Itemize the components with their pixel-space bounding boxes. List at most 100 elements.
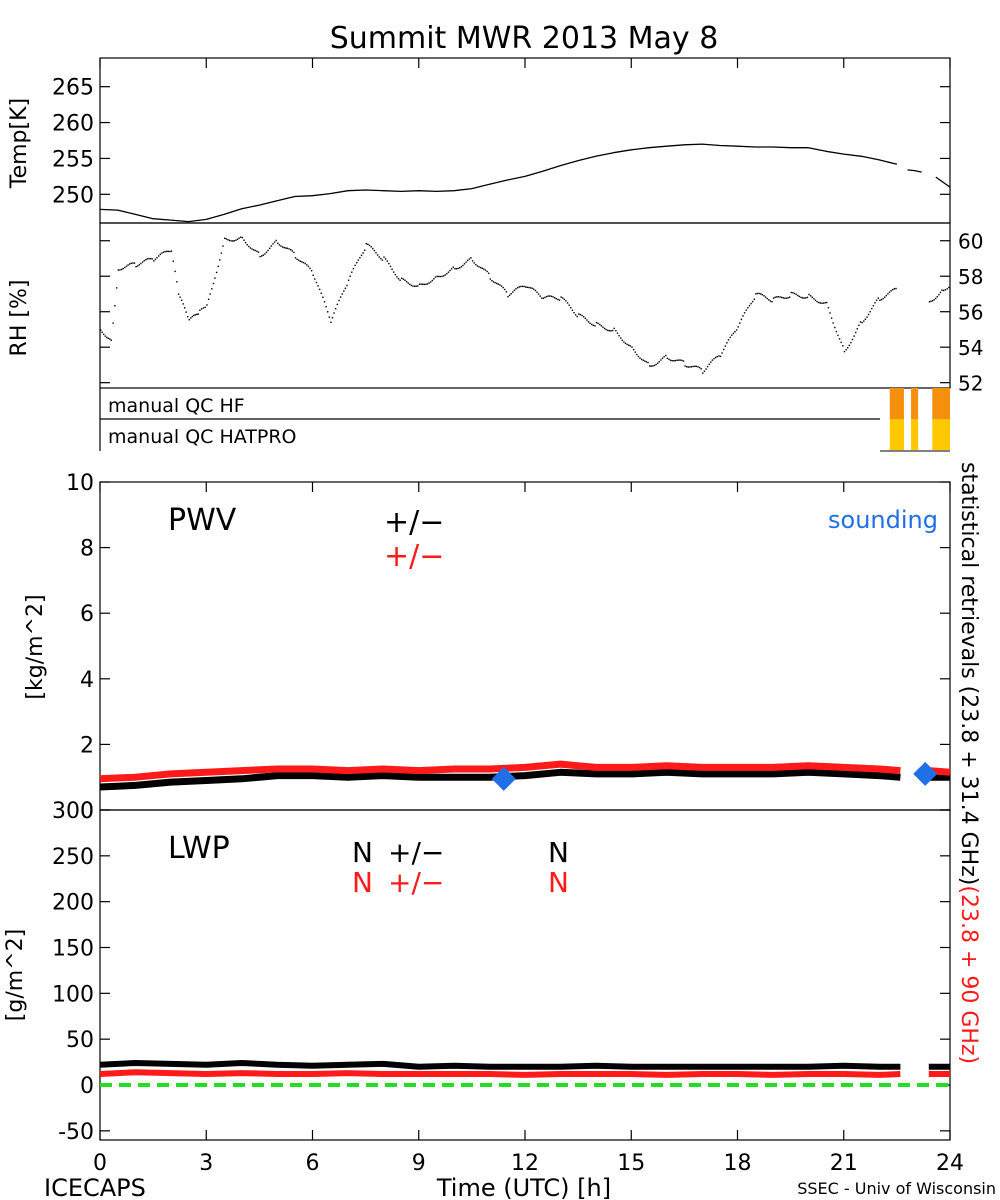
rh-point	[523, 285, 525, 288]
y-tick-label: 260	[52, 112, 94, 137]
rh-point	[779, 296, 781, 298]
rh-point	[758, 292, 760, 295]
rh-point	[731, 334, 733, 336]
rh-point	[748, 304, 751, 307]
rh-point	[257, 251, 260, 253]
rh-point	[476, 265, 479, 267]
rh-point	[708, 363, 710, 365]
rh-point	[356, 261, 358, 264]
rh-point	[800, 296, 802, 299]
rh-point	[494, 282, 496, 284]
rh-point	[227, 239, 229, 241]
rh-point	[270, 245, 272, 247]
rh-point	[184, 307, 186, 309]
rh-point	[389, 265, 392, 268]
rh-point	[354, 264, 356, 267]
rh-point	[521, 285, 524, 288]
rh-point	[158, 255, 160, 257]
rh-point	[125, 265, 128, 267]
rh-point	[119, 269, 121, 271]
rh-point	[515, 288, 517, 290]
rh-point	[539, 295, 541, 297]
rh-point	[840, 341, 842, 344]
rh-point	[832, 322, 834, 324]
rh-point	[568, 304, 570, 306]
rh-point	[715, 356, 717, 359]
rh-point	[631, 346, 633, 348]
rh-point	[941, 289, 943, 291]
rh-point	[858, 324, 860, 326]
rh-point	[848, 344, 850, 347]
rh-point	[442, 275, 445, 277]
rh-point	[309, 267, 311, 270]
rh-point	[433, 278, 435, 280]
rh-point	[399, 279, 401, 281]
rh-point	[628, 344, 630, 346]
rh-point	[496, 282, 498, 285]
rh-point	[222, 245, 224, 247]
rh-point	[721, 352, 723, 354]
qc-row-hf: manual QC HF	[108, 395, 245, 417]
rh-point	[244, 241, 247, 244]
rh-point	[196, 313, 198, 316]
rh-point	[288, 248, 290, 250]
x-tick-label: 24	[936, 1151, 964, 1176]
rh-point	[834, 326, 836, 329]
rh-point	[343, 290, 345, 292]
rh-point	[565, 300, 567, 302]
rh-point	[600, 325, 603, 327]
rh-point	[434, 276, 437, 278]
rh-point	[676, 359, 678, 361]
qc-flag-blocks	[889, 388, 950, 450]
rh-point	[697, 366, 699, 368]
rh-point	[232, 240, 234, 242]
rh-point	[892, 288, 894, 291]
rh-point	[492, 281, 495, 283]
x-tick-label: 12	[511, 1151, 539, 1176]
rh-y-ticks: 52 54 56 58 60	[100, 230, 983, 396]
rh-point	[581, 314, 583, 317]
rh-point	[850, 341, 852, 344]
rh-point	[436, 275, 438, 278]
y-tick-label: 4	[80, 668, 94, 693]
rh-point	[695, 365, 697, 368]
rh-point	[388, 262, 390, 265]
rh-point	[151, 258, 153, 260]
rh-point	[583, 316, 585, 318]
rh-point	[555, 298, 557, 300]
rh-point	[372, 247, 374, 250]
rh-point	[574, 314, 577, 316]
rh-point	[803, 297, 805, 299]
rh-point	[347, 279, 350, 281]
rh-point	[872, 305, 875, 307]
rh-point	[130, 262, 132, 264]
rh-point	[597, 322, 599, 325]
time-x-ticks: 0 3 6 9 12 15 18 21 24	[93, 58, 964, 1176]
rh-point	[454, 268, 456, 270]
rh-point	[692, 365, 694, 368]
rh-point	[230, 240, 232, 242]
rh-point	[661, 357, 664, 359]
rh-point	[256, 250, 258, 252]
rh-point	[938, 294, 940, 296]
lwp-legend-black-n1: N	[352, 836, 373, 869]
rh-point	[859, 321, 862, 323]
rh-point	[766, 297, 768, 300]
rh-point	[352, 267, 355, 270]
rh-point	[254, 249, 256, 252]
rh-point	[209, 293, 211, 295]
rh-point	[467, 259, 469, 262]
rh-point	[764, 296, 767, 298]
rh-point	[679, 359, 681, 361]
qc-flag-hatpro	[889, 419, 904, 450]
rh-point	[140, 262, 142, 265]
rh-point	[544, 296, 546, 299]
rh-point	[489, 278, 491, 280]
rh-point	[851, 338, 854, 341]
rh-point	[428, 282, 430, 284]
rh-point	[793, 292, 796, 295]
rh-point	[657, 362, 659, 364]
rh-point	[426, 283, 429, 285]
temperature-y-label: Temp[K]	[7, 98, 32, 189]
rh-point	[370, 246, 372, 248]
